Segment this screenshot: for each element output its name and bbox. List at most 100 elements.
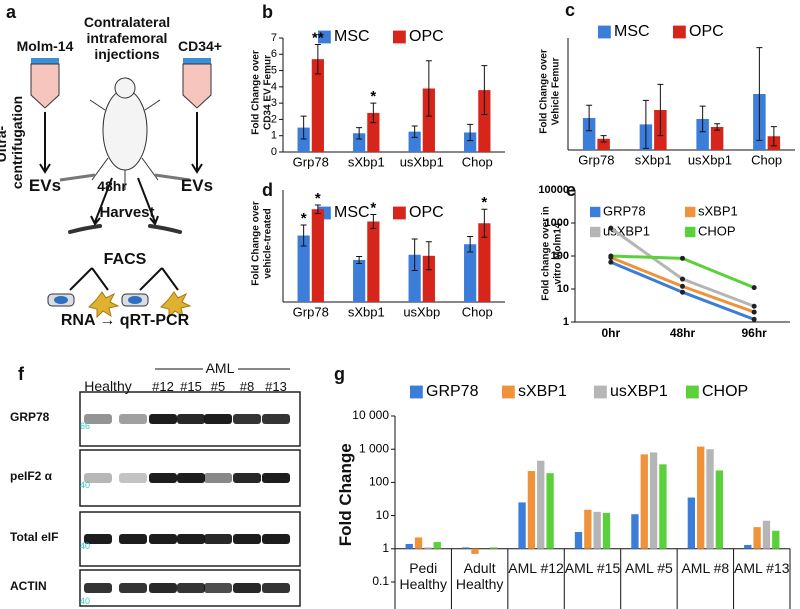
bar: [433, 542, 441, 549]
bar: [367, 221, 380, 302]
point: [751, 285, 757, 291]
arrows: [90, 177, 159, 226]
point: [751, 316, 757, 322]
y-axis-title: Fold change over in vitro Molm14: [540, 206, 564, 301]
legend-swatch: [393, 206, 406, 220]
bar: [574, 532, 583, 549]
bar: [311, 209, 324, 302]
x-tick-label: Grp78: [293, 154, 329, 169]
error-bar: [699, 105, 706, 133]
x-tick-label: usXbp: [403, 304, 440, 319]
significance: **: [312, 29, 324, 46]
lane-label: #15: [180, 379, 202, 394]
panel-letter: g: [334, 364, 345, 384]
bar: [762, 520, 771, 549]
band: [84, 583, 112, 593]
legend-label: OPC: [409, 28, 444, 45]
significance: *: [370, 199, 376, 216]
point: [608, 225, 614, 231]
legend-swatch: [594, 385, 607, 399]
significance: *: [370, 88, 376, 105]
legend-label: CHOP: [702, 383, 748, 400]
error-bar: [356, 127, 363, 140]
bar: [582, 118, 596, 150]
bar: [584, 509, 592, 549]
product-label: EVs: [180, 176, 214, 195]
bar: [297, 235, 310, 302]
y-tick-label: 100: [551, 250, 569, 262]
cell: [128, 296, 142, 304]
legend-swatch: [393, 30, 406, 44]
lane-label: #5: [210, 379, 226, 394]
step-label: Harvest: [99, 204, 155, 221]
point: [680, 283, 685, 289]
bar: [424, 547, 432, 549]
x-tick-label: AML #5: [625, 560, 673, 576]
x-tick-label: Chop: [462, 304, 493, 319]
y-tick-label: 5: [271, 64, 277, 76]
bar: [706, 449, 714, 549]
y-axis-title: Fold Change over CD34 EV Femur: [250, 50, 274, 135]
error-bar: [481, 65, 488, 116]
y-tick-label: 0.1: [372, 574, 389, 588]
x-tick-label: Pedi Healthy: [399, 560, 447, 593]
band: [204, 534, 232, 544]
bar: [518, 502, 526, 549]
source-label: CD34+: [178, 38, 222, 54]
tube: [182, 63, 212, 109]
cell: [88, 291, 120, 319]
legend-label: MSC: [614, 23, 650, 40]
panel-letter: d: [262, 180, 273, 200]
x-tick-label: 0hr: [601, 326, 620, 340]
bar: [772, 530, 780, 549]
error-bar: [370, 214, 377, 229]
legend-swatch: [685, 226, 696, 238]
bar: [597, 138, 610, 150]
bar: [408, 254, 421, 302]
diagram-title: Contralateral intrafemoral injections: [83, 14, 171, 63]
band: [84, 534, 112, 544]
error-bar: [300, 115, 307, 140]
bar: [753, 527, 761, 549]
bar: [710, 126, 724, 150]
bar: [353, 260, 366, 302]
x-tick-label: 48hr: [670, 326, 696, 340]
bar: [464, 132, 477, 152]
legend-label: MSC: [334, 28, 370, 45]
row-label: GRP78: [10, 410, 50, 424]
bar: [631, 514, 639, 549]
panel-letter: a: [6, 2, 17, 22]
band: [262, 583, 290, 593]
band: [149, 534, 177, 544]
y-tick-label: 100: [369, 475, 389, 489]
legend-label: sXBP1: [698, 203, 738, 218]
lane-label: Healthy: [84, 378, 132, 394]
error-bar: [756, 47, 763, 141]
tube: [30, 63, 60, 109]
band: [149, 473, 177, 483]
row-label: ACTIN: [10, 579, 47, 593]
error-bar: [467, 236, 474, 253]
legend-label: OPC: [689, 23, 724, 40]
y-tick-label: 2: [271, 113, 277, 125]
mw-marker: 40: [80, 596, 91, 606]
y-tick-label: 10000: [538, 184, 569, 196]
error-bar: [411, 125, 418, 138]
error-bar: [600, 135, 607, 143]
error-bar: [770, 126, 777, 147]
x-tick-label: Adult Healthy: [455, 560, 504, 593]
mw-marker: 40: [80, 541, 91, 551]
error-bar: [642, 99, 649, 149]
bones: [68, 224, 182, 234]
band: [119, 534, 147, 544]
legend-label: CHOP: [698, 223, 736, 238]
panel-letter: f: [18, 364, 24, 384]
bar: [408, 131, 421, 152]
arrows: [39, 112, 203, 174]
legend-label: MSC: [334, 204, 370, 221]
bar: [478, 90, 491, 152]
error-bar: [314, 204, 321, 214]
bar: [697, 446, 705, 549]
x-tick-label: sXbp1: [348, 154, 385, 169]
bar: [461, 547, 470, 549]
